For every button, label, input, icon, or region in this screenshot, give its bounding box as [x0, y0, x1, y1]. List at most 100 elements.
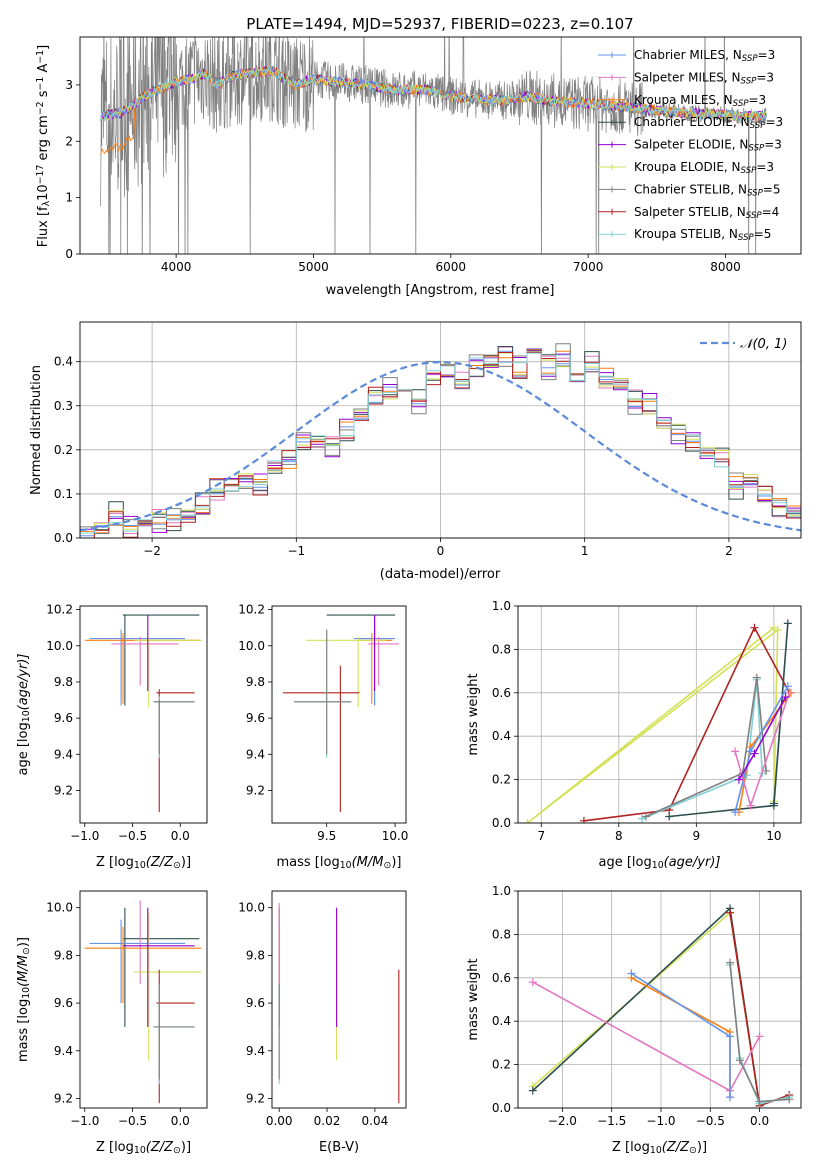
weight-series	[532, 911, 761, 1106]
x-tick-label: −1.0	[646, 1114, 675, 1128]
x-axis-label: mass [log10(M/M⊙)]	[277, 855, 402, 871]
y-tick-label: 9.2	[54, 1091, 73, 1105]
y-axis-label-part: )]	[16, 937, 31, 947]
observed-spectrum	[100, 37, 767, 254]
legend-entry: Salpeter ELODIE, NSSP=3	[634, 138, 782, 154]
y-axis-label-part: −17	[35, 165, 46, 185]
y-tick-label: 0.2	[54, 443, 73, 457]
plot-area-mass-vs-Z	[84, 900, 202, 1104]
y-tick-label: 9.6	[54, 996, 73, 1010]
axes-weight-vs-Z: −2.0 −1.5 −1.0 −0.5 0.0 0.0 0.2 0.4 0.6 0.8 1.0 Z […	[466, 884, 802, 1156]
axes-mass-vs-Z: −1.0 −0.5 0.09.29.49.69.810.0Z [log10(Z/Z⊙…	[16, 890, 208, 1156]
x-axis-label: Z [log10(Z/Z⊙)]	[96, 855, 191, 871]
x-tick-label: 4000	[161, 260, 192, 274]
y-axis-label: age [log10(age/yr)]	[16, 654, 32, 776]
x-tick-label: 0.02	[314, 1114, 341, 1128]
legend-entry: Chabrier ELODIE, NSSP=3	[634, 115, 783, 131]
x-tick-label: 7	[537, 829, 545, 843]
weight-marker	[735, 1056, 744, 1065]
legend-entry: Kroupa MILES, NSSP=3	[634, 93, 766, 109]
weight-marker	[785, 688, 794, 697]
weight-marker	[783, 619, 792, 628]
y-axis-label-part: (M/M	[16, 955, 31, 987]
x-axis-label-part: 10	[134, 1145, 146, 1156]
y-tick-label: 9.2	[54, 783, 73, 797]
legend-entry-part: Chabrier STELIB, N	[634, 182, 747, 196]
legend-entry: Salpeter MILES, NSSP=3	[634, 70, 774, 86]
y-tick-label: 3	[65, 78, 73, 92]
plot-area-weight-vs-Z	[518, 891, 801, 1108]
x-axis-label: wavelength [Angstrom, rest frame]	[326, 283, 555, 298]
y-axis-label-part: erg cm	[36, 115, 51, 164]
legend-entry-part: =5	[754, 227, 772, 241]
x-tick-label: 0.00	[266, 1114, 293, 1128]
weight-marker	[523, 819, 532, 823]
x-axis-label-part: (M/M	[352, 855, 384, 870]
weight-series	[729, 962, 790, 1103]
y-axis-label: mass [log10(M/M⊙)]	[16, 937, 32, 1062]
gaussian-curve	[80, 360, 801, 532]
x-tick-label: −1.5	[597, 1114, 626, 1128]
x-axis-label-part: 10	[134, 860, 146, 871]
axes-frame	[517, 605, 802, 824]
y-axis-label-part: ⊙	[21, 947, 32, 955]
axes-frame	[271, 890, 407, 1109]
x-axis-label-part: Z [log	[96, 1140, 134, 1155]
axes-age-vs-mass: 9.5 10.0 9.2 9.4 9.6 9.8 10.0 10.2 mass [log10(M…	[238, 603, 408, 872]
legend-entry-part: Salpeter STELIB, N	[634, 205, 746, 219]
legend-entry-part: =3	[764, 138, 782, 152]
x-tick-label: 0.0	[171, 1114, 190, 1128]
weight-marker	[638, 814, 647, 823]
y-tick-label: 0.6	[492, 686, 511, 700]
y-tick-label: 0.4	[492, 1014, 511, 1028]
legend-entry-part: Kroupa MILES, N	[634, 93, 733, 107]
plot-area-weight-vs-age	[518, 606, 801, 823]
weight-marker	[785, 1095, 794, 1104]
y-tick-label: 10.0	[238, 639, 265, 653]
x-axis-label-part: age [log	[599, 855, 652, 870]
x-axis-label-part: (Z/Z	[662, 1140, 690, 1155]
x-axis-label-part: ⊙	[689, 1145, 697, 1156]
x-axis-label: E(B-V)	[319, 1140, 359, 1155]
axes-age-vs-Z: −1.0 −0.5 0.09.29.49.69.810.010.2Z [log10(…	[16, 603, 208, 871]
y-axis-label-part: age [log	[16, 722, 31, 775]
x-tick-label: 10.0	[382, 829, 409, 843]
y-axis-label-part: λ	[41, 200, 52, 206]
plot-area-mass-vs-EBV	[278, 902, 400, 1104]
x-axis-label-part: (age/yr)]	[664, 855, 721, 870]
legend-entry-part: SSP	[742, 54, 759, 64]
x-axis-label-part: 10	[340, 860, 352, 871]
model-spectrum	[100, 65, 768, 123]
legend-entry-part: =3	[749, 93, 767, 107]
y-tick-label: 0.2	[492, 773, 511, 787]
weight-marker	[755, 1097, 764, 1106]
y-tick-label: 0.8	[492, 642, 511, 656]
axes-residuals: −2 −1 0 1 2 0.0 0.1 0.2 0.3 0.4 𝒩(0, 1) (data-model…	[29, 321, 802, 582]
y-tick-label: 9.2	[246, 783, 265, 797]
y-axis-label-part: 10	[36, 184, 51, 201]
y-tick-label: 2	[65, 134, 73, 148]
y-axis-label: mass weight	[466, 958, 481, 1040]
y-axis-label: Flux [fλ10−17 erg cm−2 s−1 A−1]	[35, 45, 52, 247]
x-axis-label-part: ⊙	[383, 860, 391, 871]
plot-area-spectrum	[100, 37, 768, 254]
x-tick-label: 0.0	[750, 1114, 769, 1128]
weight-marker	[752, 673, 761, 682]
weight-series	[532, 981, 761, 1092]
x-tick-label: 9.5	[317, 829, 336, 843]
x-axis-label-part: (Z/Z	[146, 1140, 174, 1155]
x-tick-label: 1	[581, 544, 589, 558]
y-tick-label: 9.2	[246, 1091, 265, 1105]
x-axis-label-part: 10	[650, 1145, 662, 1156]
legend-entry-part: =4	[762, 205, 780, 219]
x-tick-label: 9	[693, 829, 701, 843]
x-tick-label: −2	[143, 544, 161, 558]
y-tick-label: 9.6	[246, 711, 265, 725]
legend-entry-part: Salpeter MILES, N	[634, 70, 741, 84]
weight-series	[583, 625, 791, 822]
x-tick-label: −0.5	[118, 829, 147, 843]
weight-marker	[528, 1086, 537, 1095]
gaussian-legend-label: 𝒩(0, 1)	[740, 337, 787, 352]
